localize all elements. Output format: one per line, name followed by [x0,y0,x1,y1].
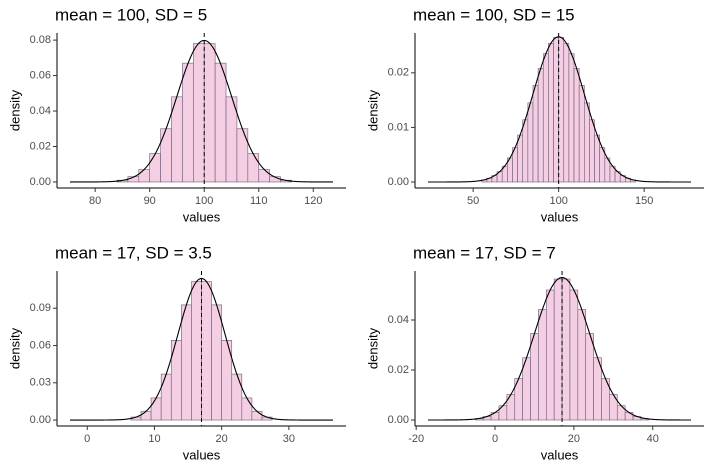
x-tick-label: 50 [467,195,479,207]
bar [160,128,172,183]
x-tick-label: 40 [647,433,659,445]
bar [193,43,205,183]
x-tick-label: 20 [216,433,228,445]
y-axis-title: density [7,89,22,131]
bar [214,62,227,183]
bar [553,37,559,183]
x-tick-label: 150 [635,195,653,207]
bar [578,85,585,183]
y-tick-label: 0.00 [388,176,409,188]
bar [545,289,555,421]
y-axis-title: density [365,327,380,369]
x-tick-label: 0 [84,433,90,445]
x-axis-title: values [183,447,221,462]
bar [241,397,253,421]
bar [542,53,549,183]
x-tick-label: 100 [549,195,567,207]
bar [150,397,162,421]
bar [251,410,263,421]
y-tick-label: 0.00 [30,176,51,188]
bar [231,373,243,421]
bar [182,62,194,183]
y-axis-title: density [365,89,380,131]
y-tick-label: 0.02 [388,67,409,79]
x-tick-label: 10 [148,433,160,445]
panel-title: mean = 17, SD = 7 [413,243,556,262]
bar [569,289,579,421]
bar [149,153,161,183]
bar [553,278,563,421]
y-tick-label: 0.06 [30,339,51,351]
y-tick-label: 0.00 [388,414,409,426]
y-tick-label: 0.08 [30,34,51,46]
bar [236,128,249,183]
y-tick-label: 0.01 [388,121,409,133]
y-tick-label: 0.06 [30,69,51,81]
y-tick-label: 0.02 [30,140,51,152]
y-axis-title: density [7,327,22,369]
bar [527,102,534,183]
panel: mean = 17, SD = 7 values density -20 0 20 40 0.… [365,243,704,462]
x-tick-label: 0 [492,433,498,445]
x-tick-label: 20 [568,433,580,445]
bar [583,102,590,183]
y-tick-label: 0.04 [30,105,51,117]
bar [568,53,575,183]
x-axis-title: values [183,209,221,224]
bar [517,134,524,183]
bar [258,169,270,183]
bar [594,134,600,183]
bar [537,68,544,183]
bar [558,37,565,183]
density-curve [70,39,333,183]
bar [561,278,571,421]
panel: mean = 100, SD = 15 values density 50 100 150… [365,5,704,224]
bar [201,281,212,421]
bar [532,85,539,183]
x-tick-label: -20 [408,433,424,445]
x-tick-label: 100 [195,195,213,207]
panel: mean = 17, SD = 3.5 values density 0 10 20 30 0… [7,243,346,462]
bar [181,304,192,421]
bar [577,309,587,421]
bar [589,119,595,183]
bar [585,333,594,421]
x-tick-label: 90 [144,195,156,207]
bar [140,410,152,421]
y-tick-label: 0.02 [388,364,409,376]
panel-title: mean = 100, SD = 15 [413,5,575,24]
y-tick-label: 0.04 [388,314,409,326]
x-tick-label: 80 [89,195,101,207]
bar [160,373,172,421]
x-tick-label: 120 [304,195,322,207]
bar [573,68,580,183]
y-tick-label: 0.03 [30,377,51,389]
bar [138,169,150,183]
bar [522,357,531,421]
bar [191,281,202,421]
panel-title: mean = 100, SD = 5 [55,5,207,24]
bar [247,153,260,183]
bar [211,304,222,421]
bar [548,43,554,183]
density-curve [428,276,691,421]
bar [203,43,216,183]
x-axis-title: values [541,209,579,224]
y-tick-label: 0.00 [30,414,51,426]
y-tick-label: 0.09 [30,302,51,314]
x-axis-title: values [541,447,579,462]
x-tick-label: 110 [250,195,268,207]
panel: mean = 100, SD = 5 values density 80 90 100 11… [7,5,346,224]
panel-title: mean = 17, SD = 3.5 [55,243,212,262]
bar [522,119,529,183]
x-tick-label: 30 [283,433,295,445]
bar [530,333,539,421]
bar [563,43,570,183]
bar [538,309,547,421]
bar [593,357,602,421]
density-curve [428,36,691,183]
